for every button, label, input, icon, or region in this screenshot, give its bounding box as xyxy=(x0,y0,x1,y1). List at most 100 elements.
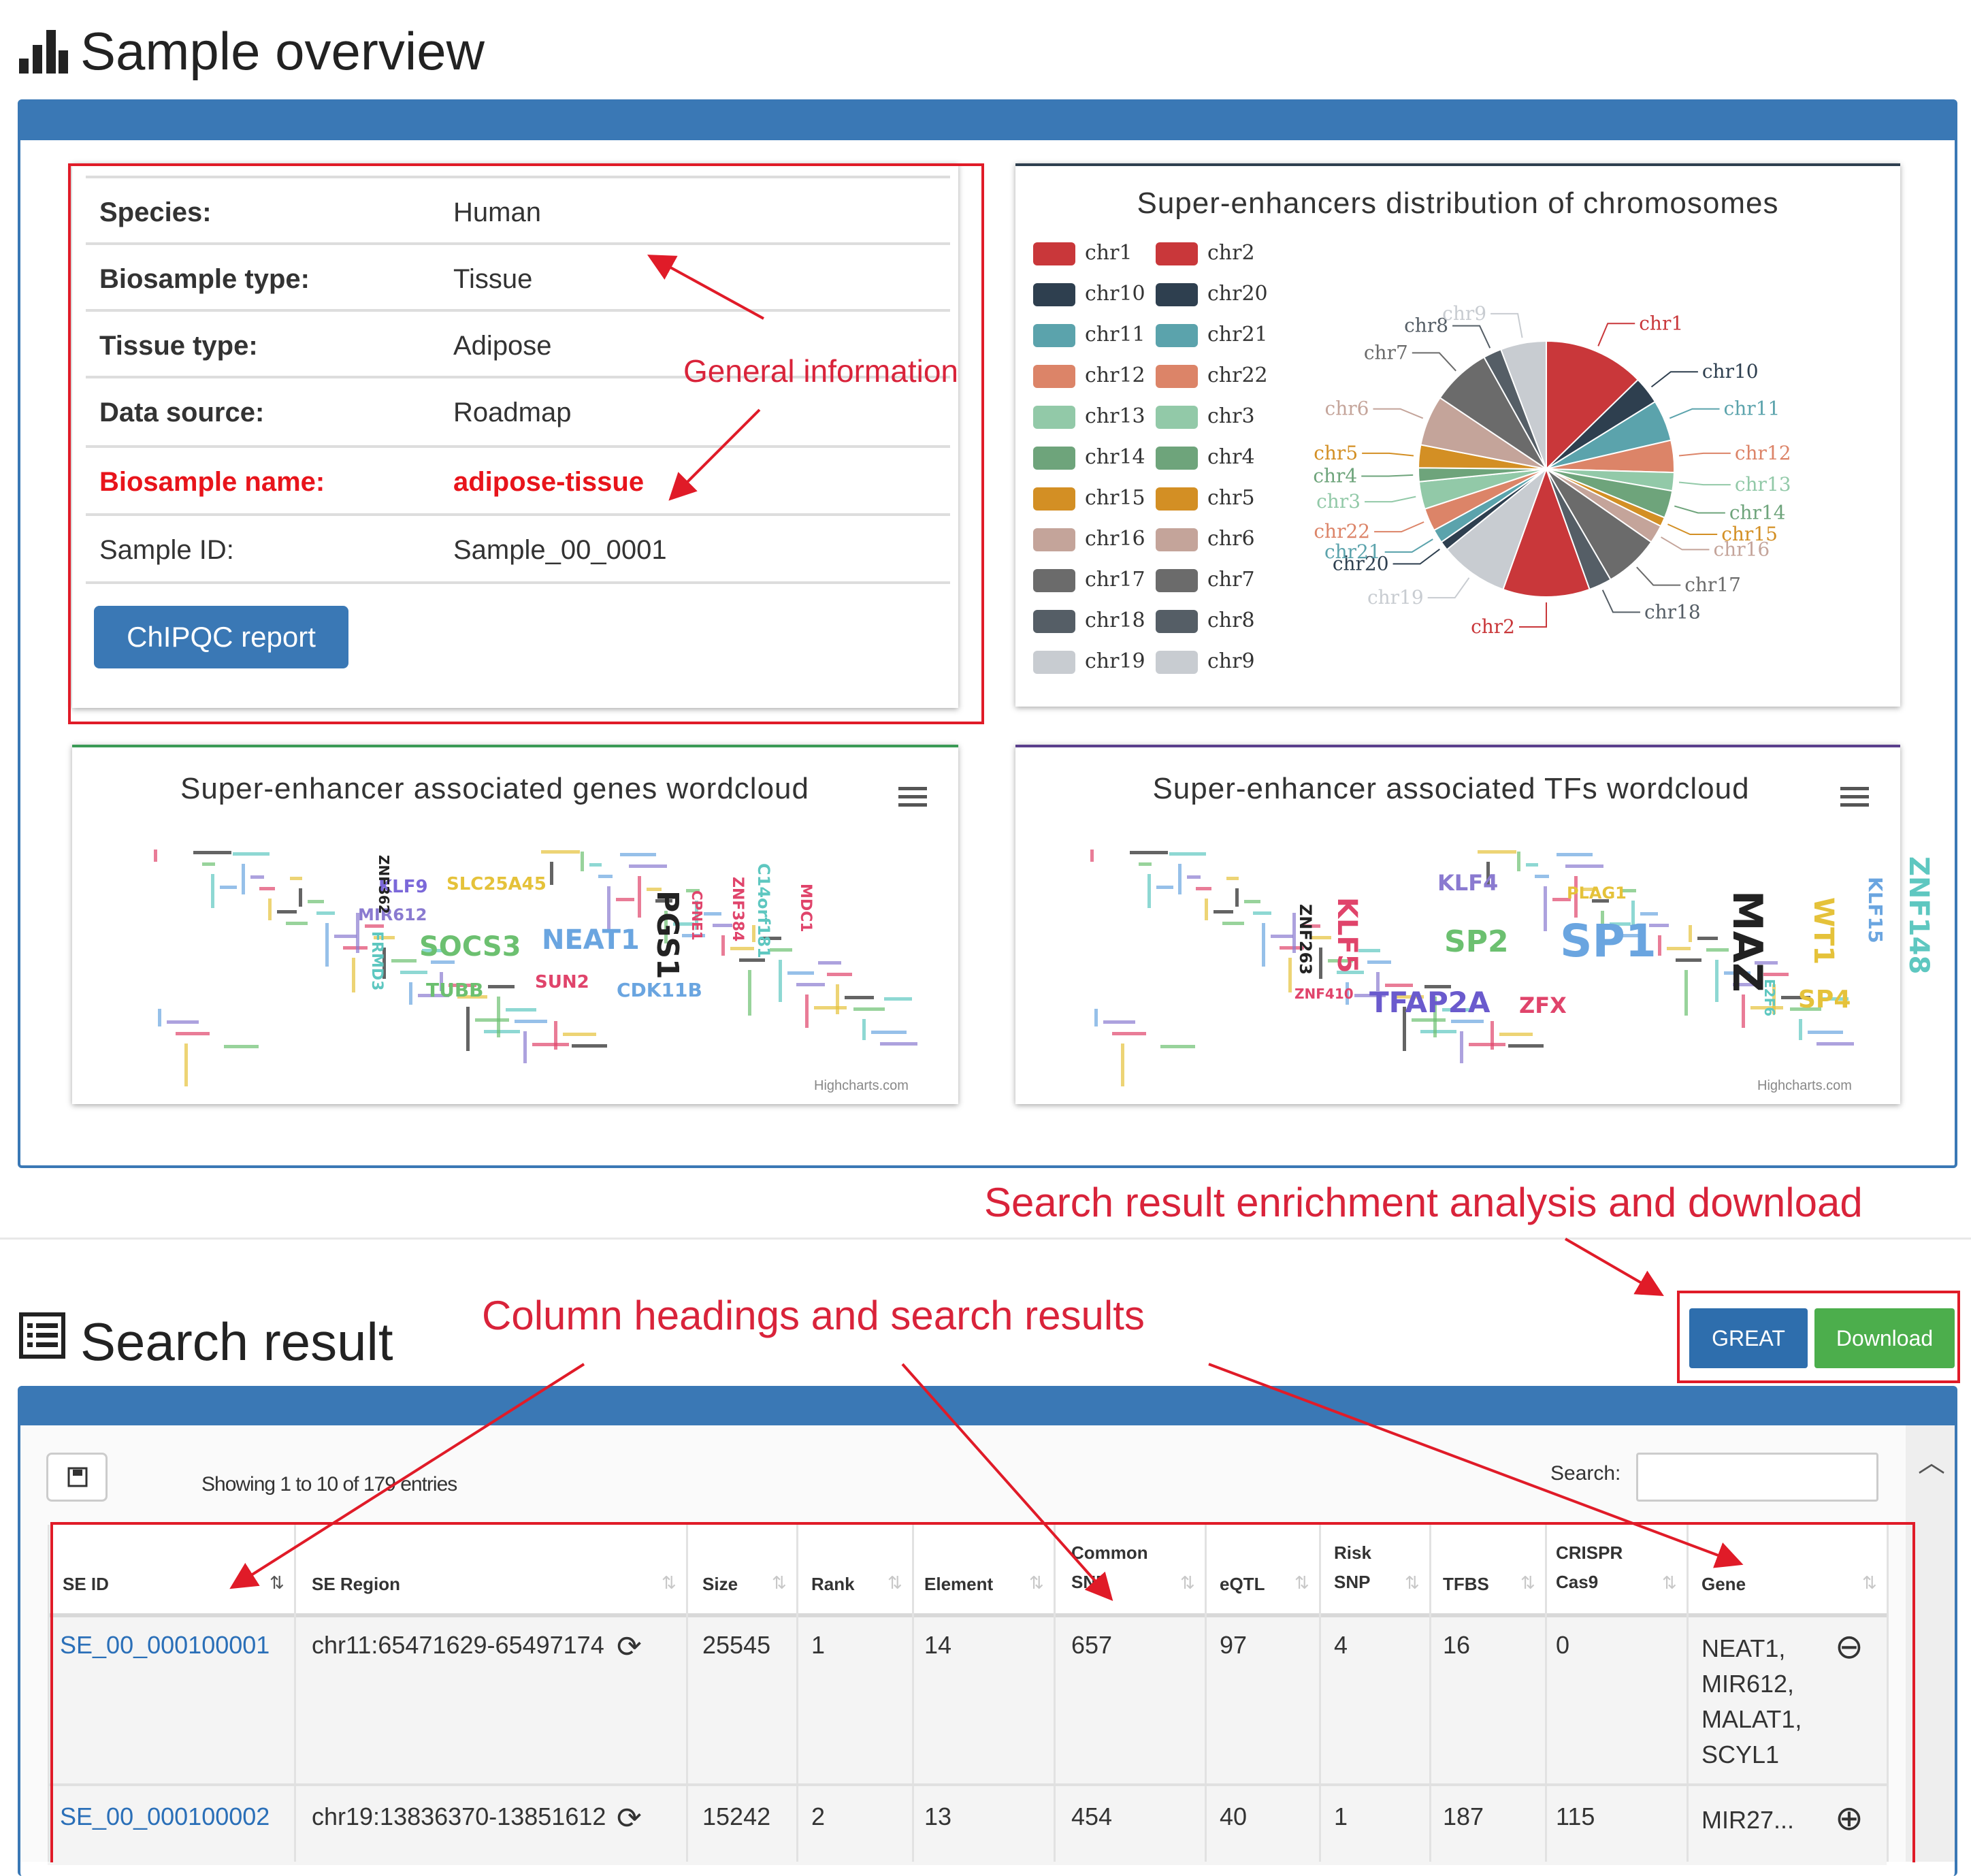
pie-connector xyxy=(1661,536,1710,551)
expand-icon[interactable]: ⊕ xyxy=(1835,1799,1863,1837)
wordcloud-word[interactable]: C14orf181 xyxy=(754,863,773,958)
tfs-menu-icon[interactable] xyxy=(1840,787,1869,807)
legend-swatch xyxy=(1156,406,1198,429)
column-divider xyxy=(796,1525,798,1862)
wordcloud-word[interactable]: ZFX xyxy=(1519,992,1567,1018)
wordcloud-word[interactable]: ZNF362 xyxy=(376,855,392,914)
wordcloud-word[interactable]: TFAP2A xyxy=(1369,986,1491,1019)
wordcloud-word[interactable]: MDC1 xyxy=(797,884,814,933)
sort-icon[interactable]: ⇅ xyxy=(662,1572,677,1593)
wordcloud-word[interactable]: SLC25A45 xyxy=(446,874,547,894)
sort-icon[interactable]: ⇅ xyxy=(1862,1572,1877,1593)
general-info-highlight xyxy=(68,163,984,724)
scroll-up-icon[interactable]: ︿ xyxy=(1918,1448,1945,1478)
gene-name: MIR612, xyxy=(1701,1670,1795,1698)
column-header[interactable]: Rank xyxy=(811,1574,855,1594)
wordcloud-word[interactable]: PGS1 xyxy=(650,890,685,980)
sort-icon[interactable]: ⇅ xyxy=(1180,1572,1195,1593)
pie-connector xyxy=(1491,312,1523,338)
table-highlight xyxy=(50,1522,1915,1862)
sort-icon[interactable]: ⇅ xyxy=(1520,1572,1535,1593)
pie-connector xyxy=(1392,548,1440,565)
sort-icon[interactable]: ⇅ xyxy=(1662,1572,1677,1593)
legend-label: chr19 xyxy=(1085,649,1145,673)
search-input[interactable] xyxy=(1636,1453,1878,1502)
legend-label: chr15 xyxy=(1085,486,1145,510)
pie-connector xyxy=(1650,371,1698,388)
legend-swatch xyxy=(1156,324,1198,347)
column-header[interactable]: Size xyxy=(702,1574,738,1594)
pie-connector xyxy=(1519,602,1547,628)
wordcloud-word[interactable]: SP1 xyxy=(1560,915,1657,967)
wordcloud-word[interactable]: SOCS3 xyxy=(419,931,521,963)
wordcloud-word[interactable]: NEAT1 xyxy=(542,924,640,956)
great-button[interactable]: GREAT xyxy=(1689,1308,1808,1368)
wordcloud-word[interactable]: ZNF148 xyxy=(1903,856,1934,975)
column-divider xyxy=(1205,1525,1207,1862)
wordcloud-word[interactable]: KLF5 xyxy=(1331,897,1363,973)
refresh-icon[interactable]: ⟳ xyxy=(617,1802,642,1835)
table-cell: 1 xyxy=(1334,1802,1348,1830)
wordcloud-word[interactable]: E2F6 xyxy=(1761,979,1778,1017)
wordcloud-word[interactable]: CDK11B xyxy=(617,979,702,1001)
export-icon[interactable] xyxy=(46,1453,108,1502)
pie-data-label: chr16 xyxy=(1713,538,1770,560)
gene-cell: MIR27... xyxy=(1701,1802,1794,1838)
genes-wordcloud: KLF9 MIR612 SLC25A45 SOCS3 NEAT1 PGS1 TUBB SUN2… xyxy=(154,850,917,1086)
pie-slice[interactable] xyxy=(1499,340,1547,470)
pie-slice[interactable] xyxy=(1446,466,1548,591)
pie-data-label: chr18 xyxy=(1644,600,1701,623)
column-header[interactable]: eQTL xyxy=(1220,1574,1265,1594)
wordcloud-word[interactable]: WT1 xyxy=(1808,897,1839,965)
wordcloud-word[interactable]: PLAG1 xyxy=(1567,884,1627,903)
sort-icon[interactable]: ⇅ xyxy=(887,1572,902,1593)
genes-menu-icon[interactable] xyxy=(898,787,927,807)
column-divider xyxy=(48,1525,50,1862)
wordcloud-word[interactable]: ZNF384 xyxy=(729,877,746,942)
legend-swatch xyxy=(1156,365,1198,388)
wordcloud-word[interactable]: TUBB xyxy=(426,979,484,1001)
wordcloud-word[interactable]: ZNF263 xyxy=(1296,904,1315,975)
wordcloud-word[interactable]: SP2 xyxy=(1444,924,1509,959)
legend-label: chr18 xyxy=(1085,609,1145,632)
wordcloud-word[interactable]: SP4 xyxy=(1798,986,1851,1014)
column-divider xyxy=(1545,1525,1547,1862)
table-cell: 115 xyxy=(1556,1802,1595,1830)
list-icon xyxy=(19,1312,65,1359)
sort-icon[interactable]: ⇅ xyxy=(1294,1572,1309,1593)
wordcloud-word[interactable]: ZNF410 xyxy=(1294,986,1354,1002)
column-header[interactable]: TFBS xyxy=(1443,1574,1489,1594)
column-header[interactable]: SE ID xyxy=(63,1574,109,1594)
sort-icon[interactable]: ⇅ xyxy=(1405,1572,1420,1593)
highcharts-credit[interactable]: Highcharts.com xyxy=(1757,1078,1852,1093)
wordcloud-small-words xyxy=(1090,850,1854,1086)
wordcloud-word[interactable]: MIR612 xyxy=(358,905,427,924)
collapse-icon[interactable]: ⊖ xyxy=(1835,1628,1863,1666)
wordcloud-word[interactable]: MAZ xyxy=(1723,890,1771,992)
table-cell: 1 xyxy=(811,1631,826,1659)
download-button[interactable]: Download xyxy=(1814,1308,1955,1368)
pie-data-label: chr14 xyxy=(1729,501,1786,523)
se-id-link[interactable]: SE_00_000100001 xyxy=(60,1631,270,1659)
wordcloud-word[interactable]: KLF4 xyxy=(1437,870,1499,896)
column-divider xyxy=(1319,1525,1321,1862)
column-header[interactable]: Gene xyxy=(1701,1574,1746,1594)
wordcloud-word[interactable]: KLF15 xyxy=(1864,877,1887,943)
pie-slice[interactable] xyxy=(1546,340,1640,471)
pie-slice[interactable] xyxy=(1502,467,1591,598)
highcharts-credit[interactable]: Highcharts.com xyxy=(814,1078,909,1093)
se-id-link[interactable]: SE_00_000100002 xyxy=(60,1802,270,1830)
chipqc-report-button[interactable]: ChIPQC report xyxy=(94,606,348,668)
legend-swatch xyxy=(1156,651,1198,674)
wordcloud-word[interactable]: FRMD3 xyxy=(368,931,385,991)
info-row-biosample-type: Biosample type: Tissue xyxy=(86,242,950,312)
sort-icon[interactable]: ⇅ xyxy=(772,1572,787,1593)
wordcloud-word[interactable]: CPNE1 xyxy=(689,890,705,941)
wordcloud-word[interactable]: SUN2 xyxy=(535,972,589,992)
legend-label: chr14 xyxy=(1085,445,1145,469)
pie-connector xyxy=(1597,323,1635,346)
pie-data-label: chr7 xyxy=(1364,341,1408,363)
wordcloud-word[interactable]: KLF9 xyxy=(378,877,428,897)
refresh-icon[interactable]: ⟳ xyxy=(617,1630,642,1664)
